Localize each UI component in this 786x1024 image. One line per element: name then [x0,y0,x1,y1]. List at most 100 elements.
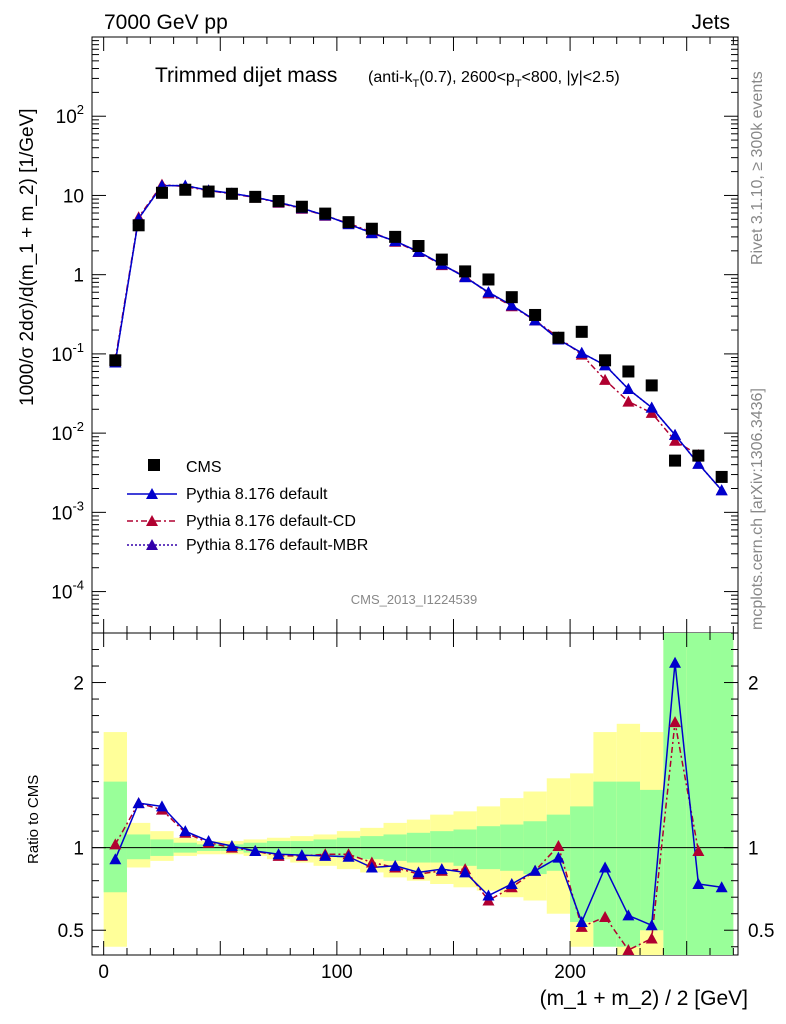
ratio-tick-label-left: 0.5 [58,921,84,942]
series-default-point [692,457,705,469]
series-default-point [575,346,588,358]
y-tick-label: 102 [56,102,84,128]
cms-data-point [575,325,588,338]
cms-data-point [365,222,378,235]
ratio-cd-point [692,844,705,856]
x-tick-label: 100 [321,962,353,983]
ratio-default-point [272,848,285,860]
cms-data-point [272,195,285,208]
legend-marker-cms [148,459,160,471]
y-tick-label: 1 [73,266,84,287]
ratio-default-point [132,797,145,809]
ratio-default-point [155,800,168,812]
ratio-default-point [645,919,658,931]
series-default-point [505,299,518,311]
legend-label-cd: Pythia 8.176 default-CD [186,513,356,530]
ratio-default-point [529,864,542,876]
side-text-rivet: Rivet 3.1.10, ≥ 300k events [749,71,766,265]
ratio-tick-label-left: 2 [73,674,84,695]
y-tick-label: 10-3 [51,498,84,524]
ratio-default-point [575,915,588,927]
ratio-band-green [640,789,664,931]
header-right: Jets [691,11,730,34]
ratio-tick-label-right: 0.5 [748,921,774,942]
series-cd-point [622,395,635,407]
ratio-cd-point [669,716,682,728]
y-tick-label: 10-4 [51,578,84,604]
cms-data-point [692,449,705,462]
ratio-band-green [103,781,127,893]
ratio-default-point [109,853,122,865]
ratio-y-axis-label: Ratio to CMS [25,775,42,864]
analysis-id: CMS_2013_I1224539 [351,592,478,607]
series-default-point [715,484,728,496]
ratio-default-point [435,863,448,875]
ratio-default-point [389,859,402,871]
ratio-default-point [505,877,518,889]
cms-data-point [412,240,425,253]
cms-data-point [389,230,402,243]
cms-data-point [132,219,145,232]
cms-data-point [669,454,682,467]
cms-data-point [459,265,472,278]
cms-data-point [622,365,635,378]
ratio-default-point [552,851,565,863]
cms-data-point [155,186,168,199]
ratio-band-green [570,806,594,922]
cms-data-point [319,207,332,220]
cms-data-point [202,185,215,198]
ratio-default-point [295,849,308,861]
legend-label-mbr: Pythia 8.176 default-MBR [186,537,368,554]
cms-data-point [435,253,448,266]
y-axis-label: 1000/σ 2dσ)/d(m_1 + m_2) [1/GeV] [17,108,38,406]
y-tick-label: 10-1 [51,340,84,366]
ratio-default-point [669,656,682,668]
ratio-tick-label-left: 1 [73,839,84,860]
ratio-band-green [616,781,641,947]
ratio-band-green [686,633,711,955]
ratio-cd-point [622,944,635,956]
series-cd-point [599,373,612,385]
series-default-point [645,401,658,413]
ratio-default-point [622,909,635,921]
ratio-cd-point [645,932,658,944]
cms-data-point [225,187,238,200]
legend-label-default: Pythia 8.176 default [186,486,328,503]
cms-data-point [552,331,565,344]
series-cd-point [669,434,682,446]
cms-data-point [529,308,542,321]
side-text-mcplots: mcplots.cern.ch [arXiv:1306.3436] [749,388,766,630]
ratio-default-point [179,825,192,837]
series-default-point [669,428,682,440]
cms-data-point [295,200,308,213]
series-mbr-line [114,184,723,491]
main-axes: 10-4 10-3 10-2 10-1 1 10 102 [51,37,738,634]
legend-marker-cd [146,515,158,526]
ratio-default-point [225,840,238,852]
ratio-default-point [692,877,705,889]
legend-label-cms: CMS [186,459,222,476]
ratio-tick-label-right: 1 [748,839,759,860]
legend-marker-default [146,488,158,499]
main-series [109,178,728,496]
series-cd-line [114,183,699,456]
y-tick-label: 10 [63,186,84,207]
chart-subtitle: (anti-kT(0.7), 2600<pT<800, |y|<2.5) [368,69,620,90]
ratio-cd-point [109,838,122,850]
chart-title: Trimmed dijet mass [155,64,337,87]
x-tick-label: 0 [98,962,109,983]
header-left: 7000 GeV pp [104,11,228,34]
ratio-default-point [459,866,472,878]
y-tick-label: 10-2 [51,419,84,445]
series-default-line [114,184,723,491]
cms-data-point [179,183,192,196]
ratio-default-point [412,866,425,878]
legend-marker-mbr [146,539,158,550]
ratio-band-green [430,831,454,863]
ratio-band-green [126,834,151,860]
cms-data-point [482,273,495,286]
ratio-cd-point [552,840,565,852]
cms-data-point [249,190,262,203]
ratio-default-point [319,849,332,861]
